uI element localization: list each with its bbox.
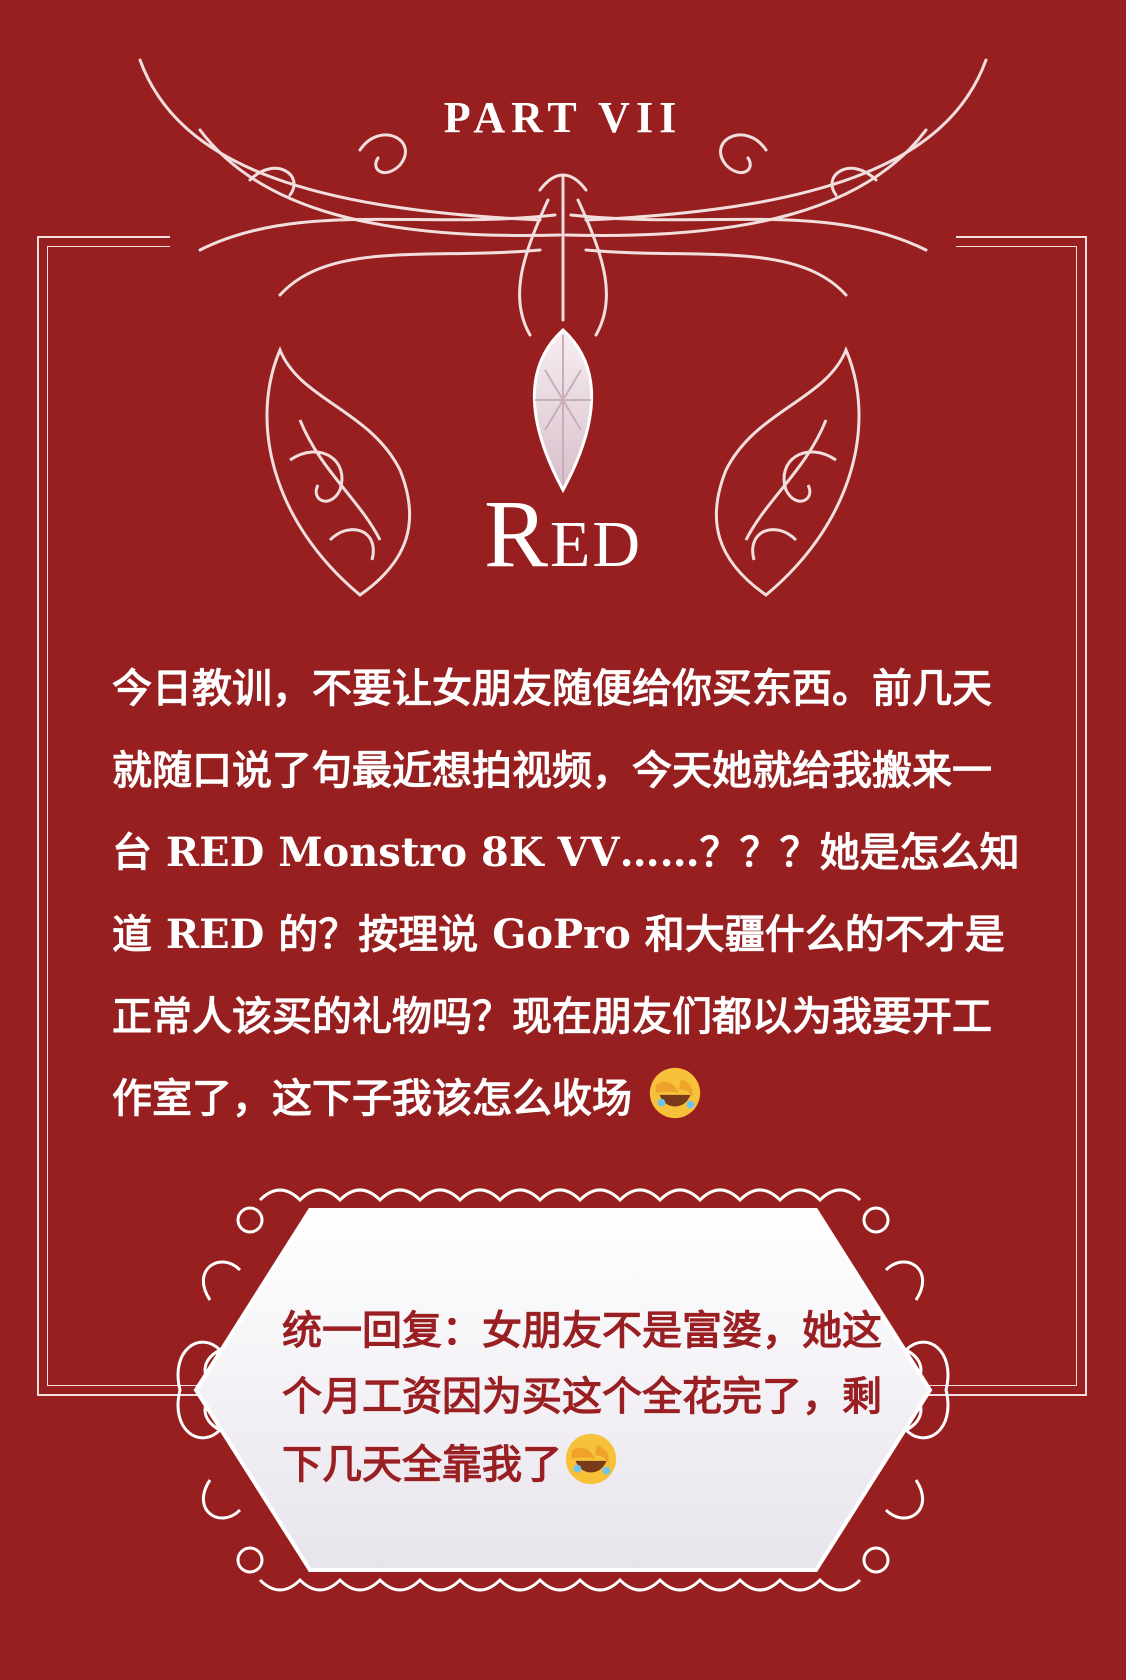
pendant-ornament — [138, 58, 988, 597]
red-title: RED — [0, 486, 1126, 582]
reply-panel — [176, 1188, 950, 1592]
story-paragraph: 今日教训，不要让女朋友随便给你买东西。前几天就随口说了句最近想拍视频，今天她就给… — [112, 648, 1022, 1140]
red-title-rest: ED — [550, 508, 642, 581]
face-palm-laughing-icon — [649, 1067, 701, 1119]
reply-text: 统一回复：女朋友不是富婆，她这个月工资因为买这个全花完了，剩下几天全靠我了 — [282, 1307, 882, 1488]
red-title-initial: R — [483, 480, 551, 587]
story-text: 今日教训，不要让女朋友随便给你买东西。前几天就随口说了句最近想拍视频，今天她就给… — [112, 665, 1020, 1122]
face-palm-laughing-icon — [565, 1433, 617, 1485]
reply-paragraph: 统一回复：女朋友不是富婆，她这个月工资因为买这个全花完了，剩下几天全靠我了 — [282, 1298, 882, 1498]
part-label: PART VII — [443, 93, 683, 142]
